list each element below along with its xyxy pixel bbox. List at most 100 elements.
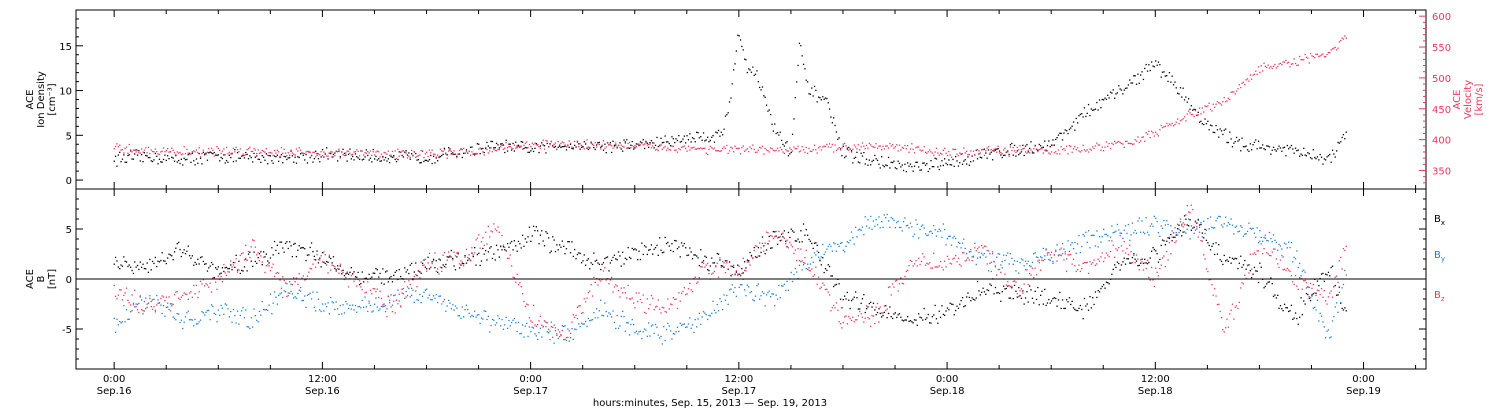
by-point (361, 299, 363, 302)
velocity-point (1142, 136, 1145, 138)
bz-point (524, 305, 526, 307)
velocity-point (132, 149, 135, 151)
velocity-point (1309, 52, 1312, 55)
bx-point (1163, 240, 1165, 242)
by-point (1205, 229, 1208, 231)
by-point (1087, 230, 1090, 232)
by-point (653, 332, 655, 334)
by-point (124, 321, 126, 323)
by-point (1331, 320, 1334, 322)
by-point (379, 308, 381, 310)
by-point (715, 312, 717, 314)
by-point (442, 300, 444, 303)
density-point (1293, 152, 1295, 154)
bz-point (972, 256, 975, 258)
density-point (582, 145, 584, 148)
velocity-point (280, 147, 283, 149)
bz-point (1050, 257, 1053, 259)
bz-point (1093, 259, 1095, 261)
bx-point (143, 267, 145, 270)
bz-point (216, 288, 218, 291)
bx-point (1045, 304, 1047, 307)
density-point (671, 136, 673, 138)
by-point (531, 326, 533, 328)
density-point (289, 157, 291, 159)
legend-subscript: x (1441, 219, 1445, 227)
density-point (950, 164, 953, 166)
density-point (552, 144, 554, 147)
by-point (464, 309, 466, 311)
velocity-point (1182, 118, 1184, 120)
bx-point (275, 249, 277, 252)
density-point (663, 141, 665, 144)
velocity-point (453, 150, 455, 152)
by-point (750, 290, 753, 293)
bx-point (1222, 263, 1224, 266)
bx-point (1257, 281, 1260, 284)
bz-point (672, 297, 674, 299)
by-point (246, 326, 248, 328)
by-point (939, 230, 942, 232)
by-point (937, 230, 939, 233)
by-point (276, 303, 278, 305)
bz-point (580, 312, 583, 314)
bz-point (1035, 274, 1038, 276)
by-point (668, 325, 670, 327)
density-point (693, 138, 695, 140)
bx-point (309, 246, 311, 249)
bx-point (667, 241, 669, 244)
bz-point (841, 327, 843, 329)
bx-point (554, 250, 557, 253)
velocity-point (438, 155, 440, 158)
velocity-point (489, 150, 491, 152)
velocity-point (186, 148, 188, 150)
bx-point (374, 272, 376, 274)
density-point (841, 155, 843, 157)
density-point (1148, 64, 1150, 66)
velocity-point (726, 144, 728, 147)
velocity-point (171, 147, 173, 149)
bz-point (350, 274, 352, 277)
density-point (319, 161, 321, 163)
bz-point (1337, 281, 1339, 283)
density-point (590, 141, 592, 143)
by-point (711, 312, 713, 315)
bx-point (485, 250, 487, 252)
by-point (970, 251, 972, 253)
bz-point (495, 229, 498, 232)
bz-point (263, 256, 265, 258)
bx-point (1120, 264, 1123, 266)
velocity-point (828, 143, 831, 145)
density-point (568, 146, 570, 148)
velocity-point (286, 155, 288, 157)
bx-point (611, 259, 613, 262)
density-point (848, 146, 850, 149)
by-point (608, 312, 610, 314)
bx-point (497, 249, 499, 251)
velocity-point (120, 149, 122, 151)
bx-point (145, 268, 147, 270)
by-point (583, 323, 585, 325)
velocity-point (264, 151, 266, 153)
velocity-point (1342, 38, 1345, 40)
bz-point (1068, 254, 1071, 256)
bx-point (641, 242, 643, 244)
density-point (242, 155, 244, 157)
velocity-point (1303, 59, 1305, 61)
density-point (1011, 142, 1013, 145)
by-point (896, 221, 898, 224)
density-point (715, 131, 717, 133)
density-point (191, 152, 193, 154)
bz-point (1246, 264, 1249, 266)
density-point (1255, 139, 1257, 141)
bx-point (215, 267, 217, 269)
bx-point (790, 228, 792, 230)
bx-point (896, 316, 898, 319)
density-point (786, 141, 788, 143)
bz-point (1235, 305, 1238, 307)
bx-point (1212, 243, 1214, 245)
by-point (546, 331, 548, 333)
velocity-point (542, 139, 544, 141)
by-point (900, 226, 902, 229)
velocity-point (593, 144, 595, 147)
